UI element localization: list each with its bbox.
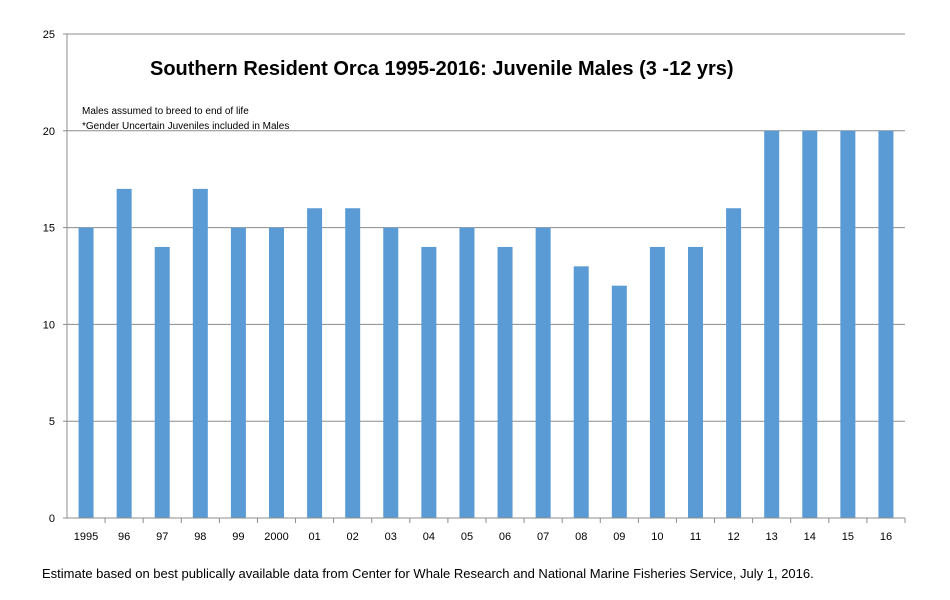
- bar-15: [840, 130, 856, 519]
- x-tick-label: 03: [385, 531, 397, 543]
- bar-99: [230, 227, 246, 518]
- x-tick-label: 06: [499, 531, 511, 543]
- x-tick-label: 13: [766, 531, 778, 543]
- x-tick-label: 11: [690, 531, 701, 543]
- x-tick-label: 2000: [264, 531, 288, 543]
- x-tick-label: 04: [423, 531, 435, 543]
- y-tick-label: 0: [49, 513, 55, 525]
- bar-16: [878, 130, 894, 519]
- x-tick-label: 08: [575, 531, 587, 543]
- x-tick-label: 14: [804, 531, 816, 543]
- axes: [63, 33, 906, 523]
- x-tick-label: 16: [880, 531, 892, 543]
- x-tick-label: 98: [194, 531, 206, 543]
- x-tick-label: 07: [537, 531, 549, 543]
- footer-source-note: Estimate based on best publically availa…: [42, 566, 814, 581]
- bar-09: [611, 285, 627, 518]
- bar-04: [421, 246, 437, 518]
- chart-title: Southern Resident Orca 1995-2016: Juveni…: [150, 58, 734, 80]
- y-tick-label: 10: [43, 319, 55, 331]
- x-tick-label: 09: [613, 531, 625, 543]
- x-tick-label: 1995: [74, 531, 98, 543]
- bar-11: [688, 246, 703, 518]
- bar-01: [307, 208, 323, 519]
- bar-08: [573, 266, 589, 518]
- bar-13: [764, 130, 780, 519]
- y-tick-label: 5: [49, 416, 55, 428]
- bar-07: [535, 227, 551, 518]
- bar-14: [802, 130, 818, 519]
- annotation-breeding: Males assumed to breed to end of life: [82, 106, 249, 117]
- bar-98: [192, 188, 208, 518]
- x-tick-label: 02: [347, 531, 359, 543]
- bar-2000: [269, 227, 284, 518]
- bar-96: [116, 188, 132, 518]
- x-tick-label: 97: [156, 531, 168, 543]
- bar-1995: [78, 227, 94, 518]
- bar-05: [459, 227, 475, 518]
- y-tick-label: 15: [43, 223, 55, 235]
- y-tick-label: 25: [43, 29, 55, 41]
- bar-02: [345, 208, 361, 519]
- bar-06: [497, 246, 513, 518]
- annotation-gender-uncertain: *Gender Uncertain Juveniles included in …: [82, 121, 290, 132]
- x-tick-label: 15: [842, 531, 854, 543]
- bar-10: [649, 246, 665, 518]
- x-tick-label: 05: [461, 531, 473, 543]
- x-tick-label: 12: [727, 531, 739, 543]
- gridlines: [67, 33, 905, 422]
- y-tick-label: 20: [43, 126, 55, 138]
- bars: [78, 130, 894, 519]
- x-tick-label: 96: [118, 531, 130, 543]
- x-tick-label: 10: [651, 531, 663, 543]
- x-tick-label: 99: [232, 531, 244, 543]
- bar-97: [154, 246, 170, 518]
- bar-12: [726, 208, 742, 519]
- bar-03: [383, 227, 399, 518]
- x-tick-label: 01: [308, 531, 320, 543]
